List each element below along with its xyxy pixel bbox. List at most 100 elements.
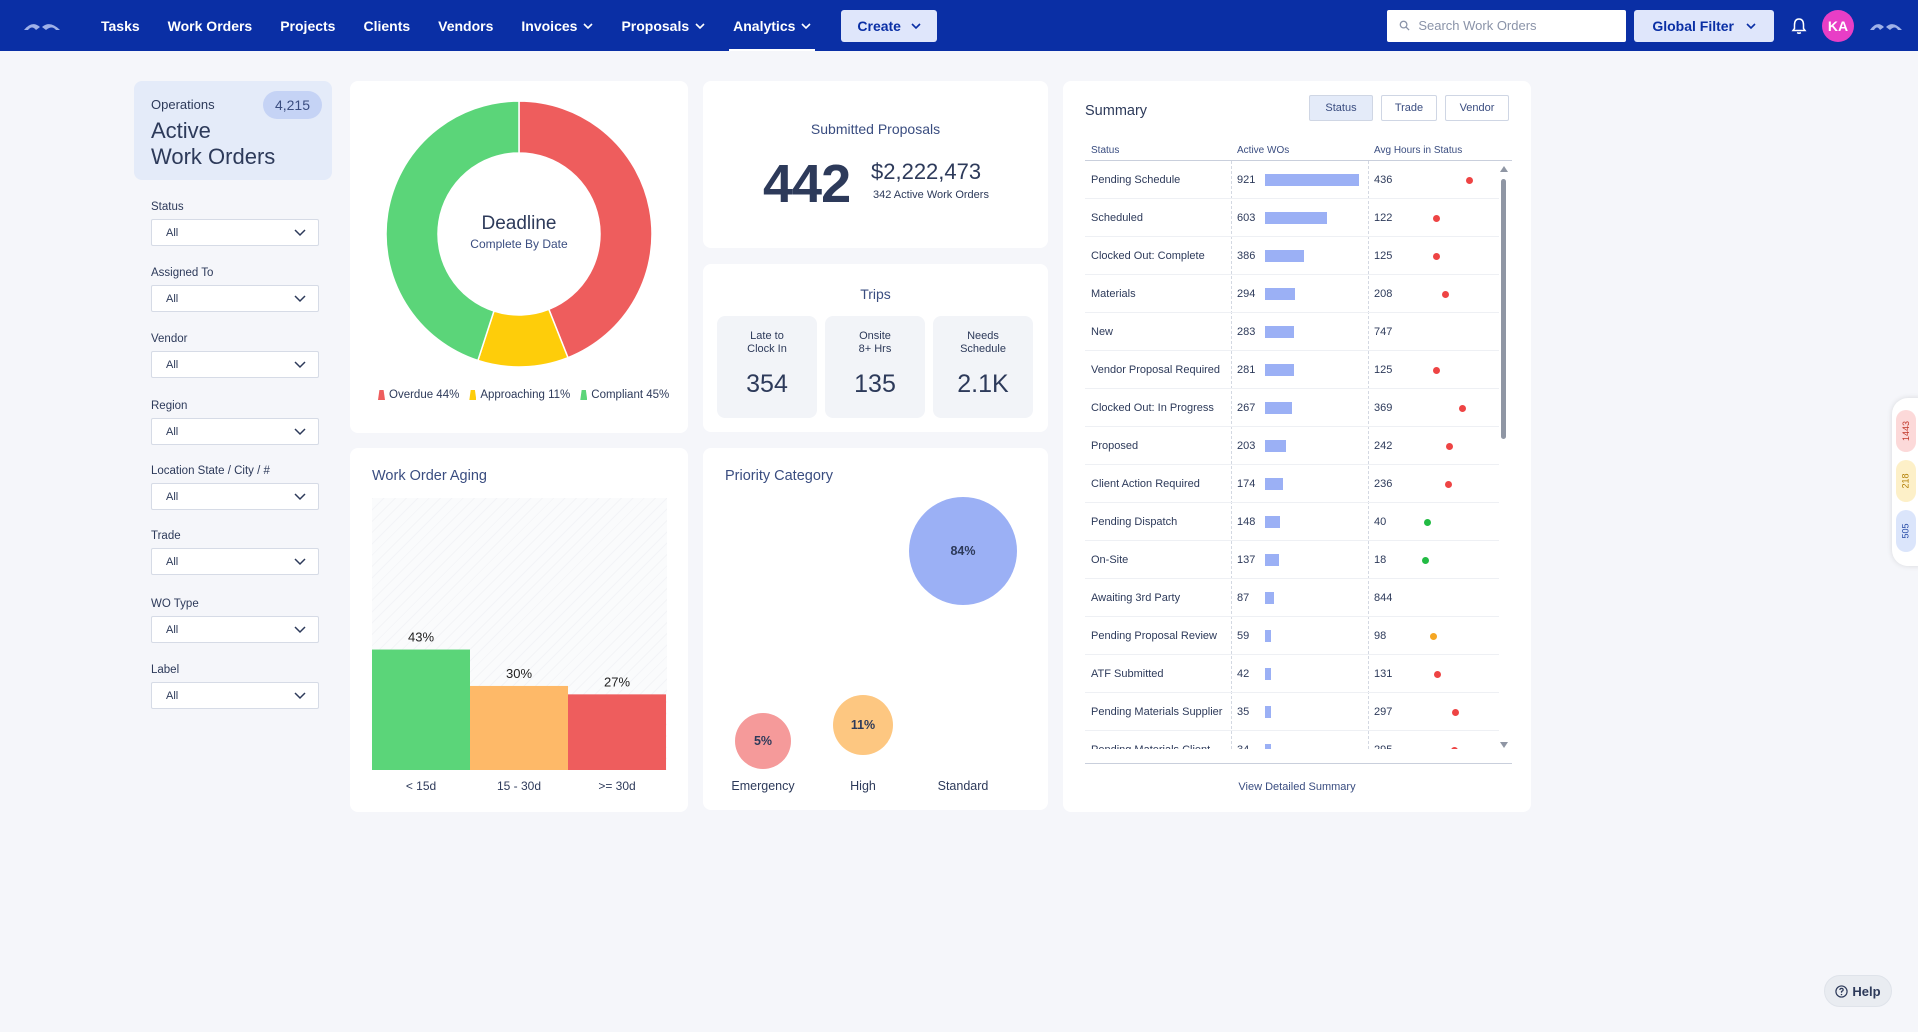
- summary-card: Summary Status Trade Vendor Status Activ…: [1063, 81, 1531, 812]
- filter-label: Assigned To: [151, 267, 214, 279]
- priority-bubble-emergency[interactable]: [735, 713, 791, 769]
- row-active-count: 921: [1237, 174, 1256, 186]
- scroll-down-icon[interactable]: [1499, 741, 1509, 749]
- table-row[interactable]: Pending Materials Supplier 35 297: [1085, 693, 1499, 731]
- row-hours-dot: [1424, 519, 1432, 526]
- counter-chip-blue[interactable]: 505: [1896, 510, 1916, 552]
- row-active-count: 603: [1237, 212, 1256, 224]
- bell-icon[interactable]: [1790, 17, 1808, 35]
- priority-category-label: High: [850, 779, 876, 793]
- filter-select[interactable]: All: [151, 219, 319, 246]
- donut-slice-compliant[interactable]: [385, 100, 520, 362]
- table-row[interactable]: On-Site 137 18: [1085, 541, 1499, 579]
- filter-select[interactable]: All: [151, 682, 319, 709]
- filter-select[interactable]: All: [151, 285, 319, 312]
- brand-logo-icon[interactable]: [22, 18, 62, 34]
- counter-value: 1443: [1901, 420, 1911, 442]
- avatar[interactable]: KA: [1822, 9, 1854, 42]
- nav-item-vendors[interactable]: Vendors: [424, 0, 507, 51]
- aging-bar-value-label: 43%: [408, 630, 434, 645]
- trips-card: Trips Late to Clock In 354 Onsite 8+ Hrs…: [703, 264, 1048, 432]
- help-button[interactable]: Help: [1824, 975, 1892, 1007]
- filter-value: All: [166, 689, 179, 702]
- table-row[interactable]: Client Action Required 174 236: [1085, 465, 1499, 503]
- nav-item-projects[interactable]: Projects: [266, 0, 349, 51]
- trip-late-to-clock-in[interactable]: Late to Clock In 354: [717, 316, 817, 418]
- row-active-count: 281: [1237, 364, 1256, 376]
- submitted-proposals-card[interactable]: Submitted Proposals 442 $2,222,473 342 A…: [703, 81, 1048, 248]
- priority-bubble-high[interactable]: [833, 695, 893, 755]
- row-status: Pending Dispatch: [1091, 516, 1178, 528]
- summary-footer-divider: [1085, 763, 1512, 764]
- row-avg-hours: 236: [1374, 478, 1393, 490]
- aging-bar-2[interactable]: [568, 694, 666, 770]
- filter-select[interactable]: All: [151, 548, 319, 575]
- filter-label: WO Type: [151, 598, 199, 610]
- counter-chip-yellow[interactable]: 218: [1896, 460, 1916, 502]
- counter-chip-red[interactable]: 1443: [1896, 410, 1916, 452]
- proposals-subtitle: 342 Active Work Orders: [873, 189, 989, 201]
- table-row[interactable]: Pending Dispatch 148 40: [1085, 503, 1499, 541]
- aging-bar-0[interactable]: [372, 649, 470, 770]
- row-hours-dot: [1421, 557, 1429, 564]
- column-header-status[interactable]: Status: [1091, 145, 1120, 156]
- search-box[interactable]: [1387, 9, 1627, 42]
- global-filter-button[interactable]: Global Filter: [1634, 9, 1774, 42]
- nav-item-clients[interactable]: Clients: [349, 0, 424, 51]
- filter-assigned-to: Assigned To All: [151, 267, 319, 312]
- row-avg-hours: 297: [1374, 706, 1393, 718]
- filter-label: Vendor: [151, 333, 188, 345]
- nav-item-analytics[interactable]: Analytics: [719, 0, 825, 51]
- column-header-avg-hours[interactable]: Avg Hours in Status: [1374, 145, 1463, 156]
- filter-select[interactable]: All: [151, 616, 319, 643]
- chevron-down-icon: [695, 22, 705, 29]
- table-row[interactable]: Proposed 203 242: [1085, 427, 1499, 465]
- view-detailed-summary-link[interactable]: View Detailed Summary: [1238, 781, 1356, 793]
- table-row[interactable]: ATF Submitted 42 131: [1085, 655, 1499, 693]
- nav-item-invoices[interactable]: Invoices: [507, 0, 607, 51]
- tab-trade[interactable]: Trade: [1381, 95, 1437, 121]
- work-order-count-badge: 4,215: [262, 91, 322, 119]
- filter-select[interactable]: All: [151, 483, 319, 510]
- nav-item-proposals[interactable]: Proposals: [607, 0, 719, 51]
- aging-bar-1[interactable]: [470, 685, 568, 770]
- table-row[interactable]: Pending Materials Client 34 295: [1085, 731, 1499, 749]
- column-header-active-wos[interactable]: Active WOs: [1237, 145, 1290, 156]
- search-input[interactable]: [1418, 18, 1599, 33]
- summary-scrollbar[interactable]: [1499, 165, 1509, 749]
- trip-value: 2.1K: [957, 370, 1009, 398]
- table-row[interactable]: Pending Schedule 921 436: [1085, 161, 1499, 199]
- filter-select[interactable]: All: [151, 418, 319, 445]
- tab-vendor[interactable]: Vendor: [1445, 95, 1509, 121]
- table-row[interactable]: Clocked Out: Complete 386 125: [1085, 237, 1499, 275]
- column-divider: [1231, 161, 1232, 749]
- nav-item-work-orders[interactable]: Work Orders: [154, 0, 267, 51]
- donut-slice-overdue[interactable]: [518, 100, 653, 359]
- priority-bubble-standard[interactable]: [909, 497, 1017, 605]
- trip-needs-schedule[interactable]: Needs Schedule 2.1K: [933, 316, 1033, 418]
- chevron-down-icon: [294, 557, 306, 565]
- row-hours-dot: [1430, 633, 1438, 640]
- legend-item: Overdue 44%: [378, 389, 459, 401]
- scroll-up-icon[interactable]: [1499, 165, 1509, 173]
- table-row[interactable]: Scheduled 603 122: [1085, 199, 1499, 237]
- tab-status[interactable]: Status: [1309, 95, 1373, 121]
- row-avg-hours: 844: [1374, 592, 1393, 604]
- scrollbar-thumb[interactable]: [1501, 179, 1506, 439]
- table-row[interactable]: Materials 294 208: [1085, 275, 1499, 313]
- create-button[interactable]: Create: [841, 9, 937, 42]
- table-row[interactable]: Awaiting 3rd Party 87 844: [1085, 579, 1499, 617]
- nav-item-tasks[interactable]: Tasks: [87, 0, 154, 51]
- filter-select[interactable]: All: [151, 351, 319, 378]
- chevron-down-icon: [294, 492, 306, 500]
- row-status: Awaiting 3rd Party: [1091, 592, 1181, 604]
- table-row[interactable]: Vendor Proposal Required 281 125: [1085, 351, 1499, 389]
- side-counter-pill: 1443 218 505: [1892, 398, 1918, 566]
- table-row[interactable]: Pending Proposal Review 59 98: [1085, 617, 1499, 655]
- row-avg-hours: 122: [1374, 212, 1393, 224]
- sidebar-title-line2: Work Orders: [151, 144, 276, 169]
- table-row[interactable]: New 283 747: [1085, 313, 1499, 351]
- trip-onsite-8-hrs[interactable]: Onsite 8+ Hrs 135: [825, 316, 925, 418]
- table-row[interactable]: Clocked Out: In Progress 267 369: [1085, 389, 1499, 427]
- chevron-down-icon: [911, 22, 921, 29]
